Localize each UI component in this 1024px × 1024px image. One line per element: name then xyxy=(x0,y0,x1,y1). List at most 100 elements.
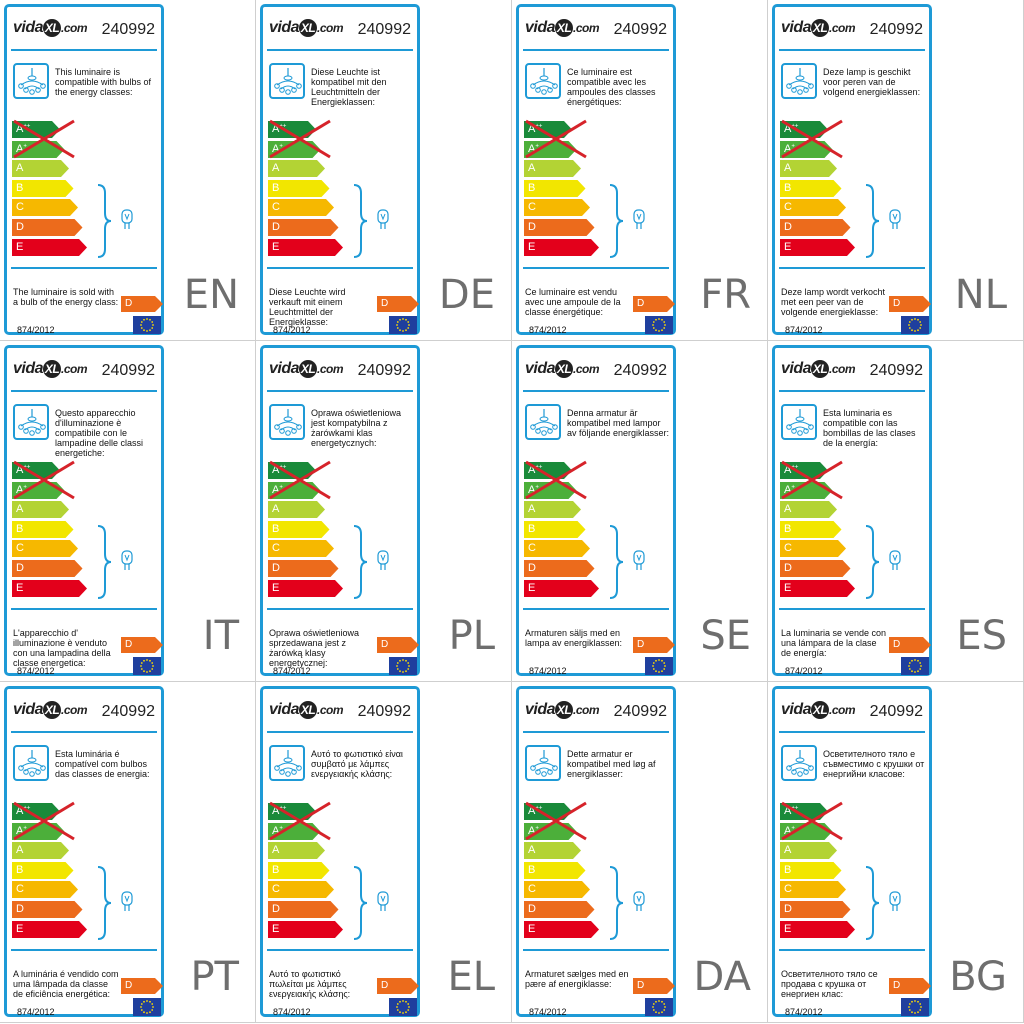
energy-class-letter: C xyxy=(272,542,280,555)
energy-label-card: vida XL .com 240992 Осветителното тяло е с… xyxy=(772,686,932,1017)
energy-class-bar: A++ xyxy=(780,121,850,138)
regulation-number: 874/2012 xyxy=(273,666,311,676)
product-code: 240992 xyxy=(869,21,923,38)
energy-class-letter: B xyxy=(272,181,280,194)
compatibility-text: Αυτό το φωτιστικό είναι συμβατό με λάμπε… xyxy=(311,749,403,779)
energy-class-letter: A+ xyxy=(16,824,27,837)
energy-class-bar: A++ xyxy=(780,803,850,820)
energy-class-letter: A++ xyxy=(16,464,31,476)
energy-label-card: vida XL .com 240992 Denna armatur är kompa… xyxy=(516,345,676,676)
energy-class-letter: E xyxy=(528,240,536,253)
logo-text-com: .com xyxy=(317,21,344,36)
energy-class-bar: A++ xyxy=(12,462,82,479)
chandelier-icon xyxy=(781,63,817,99)
language-code: DE xyxy=(438,272,495,318)
sold-class-letter: D xyxy=(125,980,133,991)
language-code: SE xyxy=(700,613,751,659)
regulation-number: 874/2012 xyxy=(273,1007,311,1017)
bulb-icon xyxy=(121,891,133,911)
bulb-icon xyxy=(377,209,389,229)
energy-class-bar: E xyxy=(524,579,599,597)
product-code: 240992 xyxy=(357,362,411,379)
logo-text-com: .com xyxy=(61,21,88,36)
label-tile-pt: vida XL .com 240992 Esta luminária é compa… xyxy=(0,682,256,1023)
energy-class-bar: D xyxy=(780,559,851,577)
energy-class-letter: A++ xyxy=(16,123,31,135)
language-code: EL xyxy=(447,954,495,1000)
chandelier-icon xyxy=(269,404,305,440)
regulation-number: 874/2012 xyxy=(785,325,823,335)
compatibility-text: This luminaire is compatible with bulbs … xyxy=(55,67,152,97)
chandelier-icon xyxy=(13,745,49,781)
energy-class-bar: E xyxy=(780,920,855,938)
curly-brace-icon xyxy=(97,525,112,599)
energy-class-letter: C xyxy=(528,542,536,555)
energy-class-letter: A+ xyxy=(528,483,539,496)
energy-class-letter: D xyxy=(16,561,24,574)
compatibility-text: Esta luminaria es compatible con las bom… xyxy=(823,408,916,448)
energy-class-letter: D xyxy=(784,220,792,233)
energy-class-letter: A++ xyxy=(272,464,287,476)
label-tile-it: vida XL .com 240992 Questo apparecchio d'i… xyxy=(0,341,256,682)
sold-class-letter: D xyxy=(381,639,389,650)
vidaxl-logo: vida XL .com xyxy=(781,360,856,378)
label-tile-pl: vida XL .com 240992 Oprawa oświetleniowa j… xyxy=(256,341,512,682)
eu-flag-icon xyxy=(901,998,929,1016)
vidaxl-logo: vida XL .com xyxy=(269,19,344,37)
product-code: 240992 xyxy=(613,21,667,38)
energy-scale: A++ A+ A B C D E xyxy=(524,803,599,940)
chandelier-icon xyxy=(13,404,49,440)
energy-class-letter: A xyxy=(784,503,792,516)
energy-class-bar: D xyxy=(12,559,83,577)
curly-brace-icon xyxy=(353,866,368,940)
sold-class-badge: D xyxy=(889,296,931,317)
bottom-divider xyxy=(267,608,413,610)
energy-class-letter: E xyxy=(272,922,280,935)
top-divider xyxy=(267,390,413,392)
energy-class-letter: D xyxy=(272,902,280,915)
energy-class-letter: A+ xyxy=(272,483,283,496)
energy-class-letter: E xyxy=(16,922,24,935)
energy-label-card: vida XL .com 240992 Esta luminaria es comp… xyxy=(772,345,932,676)
energy-scale: A++ A+ A B C D E xyxy=(780,803,855,940)
energy-class-bar: A xyxy=(524,842,594,860)
vidaxl-logo: vida XL .com xyxy=(13,19,88,37)
excluded-classes-cross-icon xyxy=(13,460,75,500)
sold-class-badge: D xyxy=(121,978,163,999)
energy-class-letter: A xyxy=(272,503,280,516)
curly-brace-icon xyxy=(97,184,112,258)
language-code: NL xyxy=(954,272,1007,318)
energy-class-letter: B xyxy=(16,522,24,535)
top-divider xyxy=(11,49,157,51)
energy-class-letter: B xyxy=(16,863,24,876)
energy-class-bar: A++ xyxy=(524,803,594,820)
vidaxl-logo: vida XL .com xyxy=(13,701,88,719)
energy-class-letter: A xyxy=(272,844,280,857)
energy-class-bar: A xyxy=(268,842,338,860)
logo-text-vida: vida xyxy=(13,701,44,719)
top-divider xyxy=(267,731,413,733)
energy-class-letter: C xyxy=(784,201,792,214)
vidaxl-logo: vida XL .com xyxy=(269,701,344,719)
energy-class-letter: A+ xyxy=(784,824,795,837)
top-divider xyxy=(779,390,925,392)
energy-class-bar: E xyxy=(12,579,87,597)
eu-flag-icon xyxy=(645,657,673,675)
bottom-divider xyxy=(523,608,669,610)
energy-class-bar: E xyxy=(268,920,343,938)
chandelier-icon xyxy=(525,404,561,440)
regulation-number: 874/2012 xyxy=(17,325,55,335)
sold-with-text: L'apparecchio d' illuminazione è venduto… xyxy=(13,628,111,668)
energy-scale: A++ A+ A B C D E xyxy=(12,121,87,258)
energy-class-bar: B xyxy=(524,520,594,538)
logo-text-vida: vida xyxy=(781,701,812,719)
curly-brace-icon xyxy=(865,184,880,258)
energy-class-letter: C xyxy=(528,883,536,896)
excluded-classes-cross-icon xyxy=(525,801,587,841)
compatibility-text: Deze lamp is geschikt voor peren van de … xyxy=(823,67,921,97)
compatibility-text: Diese Leuchte ist kompatibel mit den Leu… xyxy=(311,67,387,107)
energy-class-letter: B xyxy=(528,181,536,194)
energy-class-bar: A xyxy=(12,160,82,178)
energy-class-letter: E xyxy=(784,922,792,935)
language-code: ES xyxy=(956,613,1007,659)
